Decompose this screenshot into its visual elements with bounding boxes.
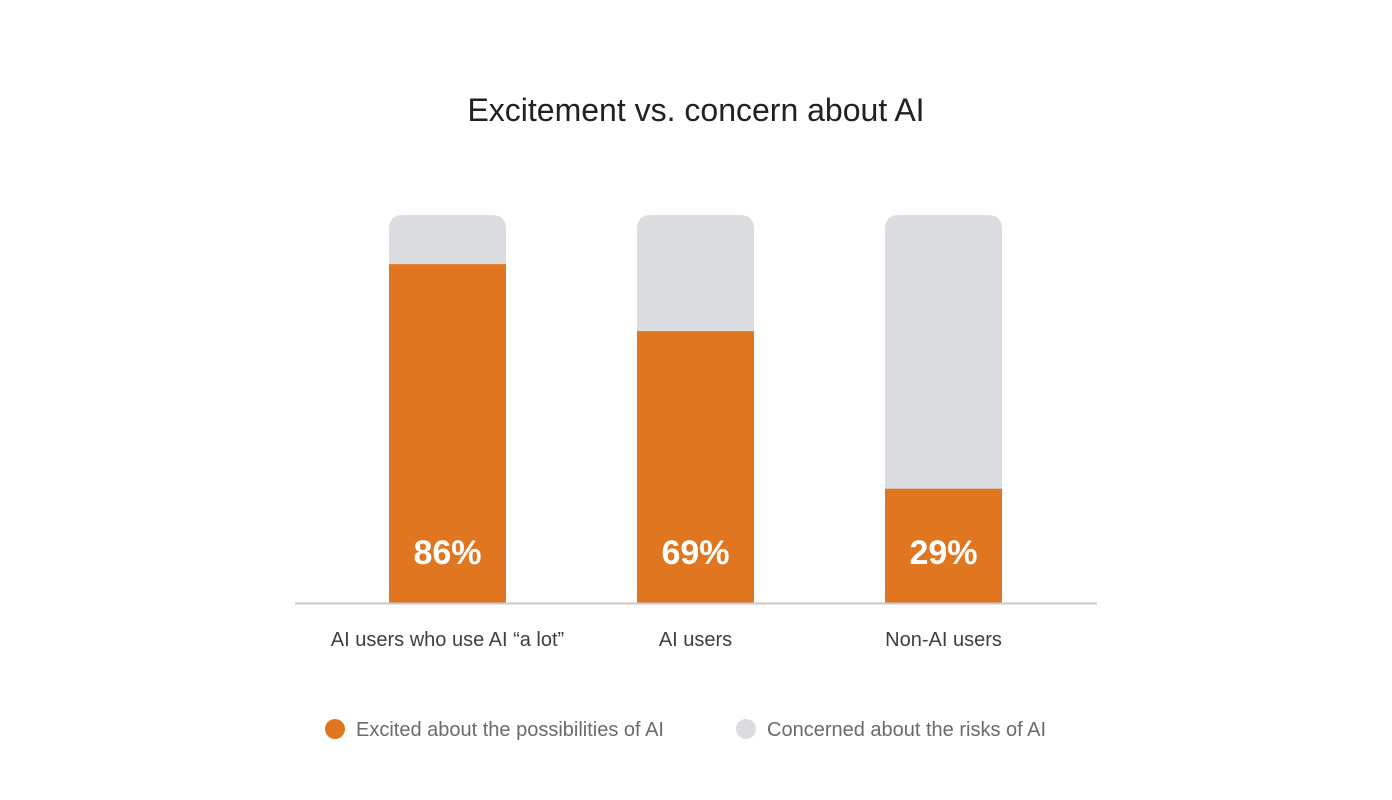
- legend: Excited about the possibilities of AI Co…: [325, 719, 1046, 741]
- category-label: AI users: [659, 629, 732, 651]
- data-label: 86%: [413, 534, 481, 572]
- legend-swatch-concerned: [736, 719, 756, 739]
- bar-excited: [637, 331, 754, 603]
- bar-excited: [389, 264, 506, 603]
- legend-swatch-excited: [325, 719, 345, 739]
- category-label: Non-AI users: [885, 629, 1002, 651]
- legend-label-concerned: Concerned about the risks of AI: [767, 719, 1046, 741]
- bar-excited: [885, 488, 1002, 603]
- data-label: 69%: [661, 534, 729, 572]
- chart-title: Excitement vs. concern about AI: [467, 92, 924, 128]
- data-label: 29%: [909, 534, 977, 572]
- category-label: AI users who use AI “a lot”: [331, 629, 564, 651]
- legend-label-excited: Excited about the possibilities of AI: [356, 719, 664, 741]
